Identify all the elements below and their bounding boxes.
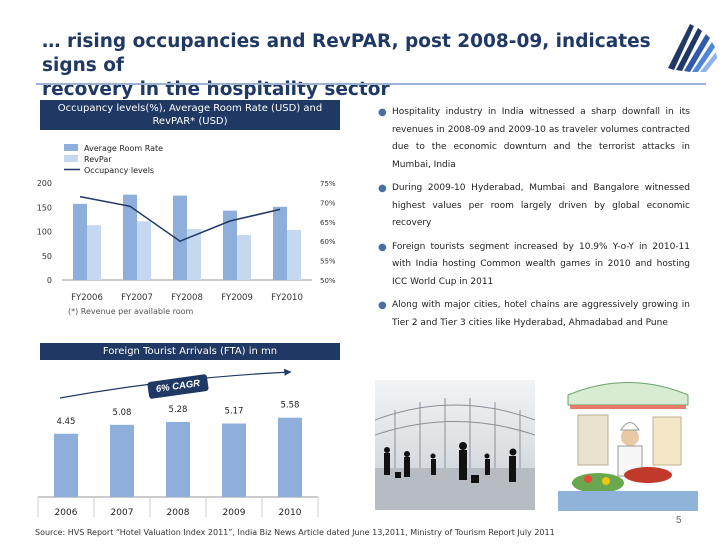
bullet-text: During 2009-10 Hyderabad, Mumbai and Ban… xyxy=(392,183,690,228)
chart1-header: Occupancy levels(%), Average Room Rate (… xyxy=(40,100,340,130)
source-note: Source: HVS Report “Hotel Valuation Inde… xyxy=(35,528,555,537)
chart1-x-tick-label: FY2010 xyxy=(271,293,303,303)
bullet-text: Along with major cities, hotel chains ar… xyxy=(392,300,690,328)
chart2-x-tick-label: 2006 xyxy=(55,508,78,518)
legend-occupancy-levels: Occupancy levels xyxy=(84,166,154,175)
fta-data-label: 5.08 xyxy=(113,408,132,418)
bullet-dot-icon: ● xyxy=(378,241,387,253)
bar-revpar xyxy=(237,234,251,280)
legend-average-room-rate: Average Room Rate xyxy=(84,144,163,153)
bullet-text: Hospitality industry in India witnessed … xyxy=(392,107,690,170)
chart1-y2-tick-label: 75% xyxy=(320,180,336,188)
chart1-y-tick-label: 50 xyxy=(42,252,52,261)
chart1-y2-tick-label: 50% xyxy=(320,277,336,285)
bullet-text: Foreign tourists segment increased by 10… xyxy=(392,241,690,287)
slide-title-line-1: … rising occupancies and RevPAR, post 20… xyxy=(42,31,651,76)
chart1-y2-tick-label: 65% xyxy=(320,219,336,227)
bullet-item: ● Along with major cities, hotel chains a… xyxy=(375,297,690,332)
bar-revpar xyxy=(137,221,151,280)
bar-average-room-rate xyxy=(123,194,137,280)
fta-data-label: 5.58 xyxy=(281,401,300,411)
chart1-title-line-2: RevPAR* (USD) xyxy=(152,116,228,127)
bar-fta xyxy=(166,421,190,497)
chart1-y-tick-label: 0 xyxy=(47,276,52,285)
chart1-x-tick-label: FY2006 xyxy=(71,293,103,303)
chart1-footnote: (*) Revenue per available room xyxy=(68,307,194,316)
chart1-y-tick-label: 100 xyxy=(37,228,52,237)
airport-travelers-image xyxy=(375,380,535,510)
chart1-y2-tick-label: 60% xyxy=(320,238,336,246)
bullet-dot-icon: ● xyxy=(378,183,387,194)
chart1-y2-tick-label: 70% xyxy=(320,199,336,207)
chart1-y2-tick-label: 55% xyxy=(320,258,336,266)
chart1-y-tick-label: 150 xyxy=(37,203,52,212)
chart1-x-tick-label: FY2008 xyxy=(171,293,203,303)
fta-data-label: 5.17 xyxy=(225,407,244,417)
bar-revpar xyxy=(287,230,301,280)
page-number: 5 xyxy=(676,515,682,526)
bar-revpar xyxy=(187,229,201,280)
bar-average-room-rate xyxy=(273,206,287,280)
title-divider xyxy=(36,83,706,85)
bar-revpar xyxy=(87,225,101,280)
insights-list: ● Hospitality industry in India witnessed… xyxy=(375,104,690,338)
chart1-x-tick-label: FY2007 xyxy=(121,293,153,303)
bullet-item: ● During 2009-10 Hyderabad, Mumbai and Ba… xyxy=(375,180,690,233)
bullet-item: ● Hospitality industry in India witnessed… xyxy=(375,104,690,174)
legend-average-room-rate-swatch xyxy=(64,144,78,151)
chart2-x-tick-label: 2009 xyxy=(223,508,246,518)
bullet-dot-icon: ● xyxy=(378,107,387,118)
bar-fta xyxy=(278,417,302,497)
chart2-header: Foreign Tourist Arrivals (FTA) in mn xyxy=(40,343,340,360)
chart1-x-tick-label: FY2009 xyxy=(221,293,253,303)
chart1-y-tick-label: 200 xyxy=(37,179,52,188)
legend-revpar: RevPar xyxy=(84,155,112,164)
legend-revpar-swatch xyxy=(64,155,78,162)
bullet-item: ● Foreign tourists segment increased by 1… xyxy=(375,239,690,292)
company-logo xyxy=(668,24,717,72)
bar-fta xyxy=(54,433,78,497)
chart2-title: Foreign Tourist Arrivals (FTA) in mn xyxy=(102,346,278,357)
chart2-x-tick-label: 2010 xyxy=(279,508,302,518)
chart2-x-tick-label: 2008 xyxy=(167,508,190,518)
chef-cooking-image xyxy=(558,375,698,511)
bar-average-room-rate xyxy=(73,203,87,280)
bullet-dot-icon: ● xyxy=(378,300,387,311)
bar-fta xyxy=(222,423,246,497)
bar-average-room-rate xyxy=(223,210,237,280)
bar-fta xyxy=(110,424,134,497)
fta-data-label: 5.28 xyxy=(169,405,188,415)
chart1-title-line-1: Occupancy levels(%), Average Room Rate (… xyxy=(57,103,323,114)
bar-average-room-rate xyxy=(173,195,187,280)
fta-data-label: 4.45 xyxy=(57,417,76,427)
chart2-x-tick-label: 2007 xyxy=(111,508,134,518)
